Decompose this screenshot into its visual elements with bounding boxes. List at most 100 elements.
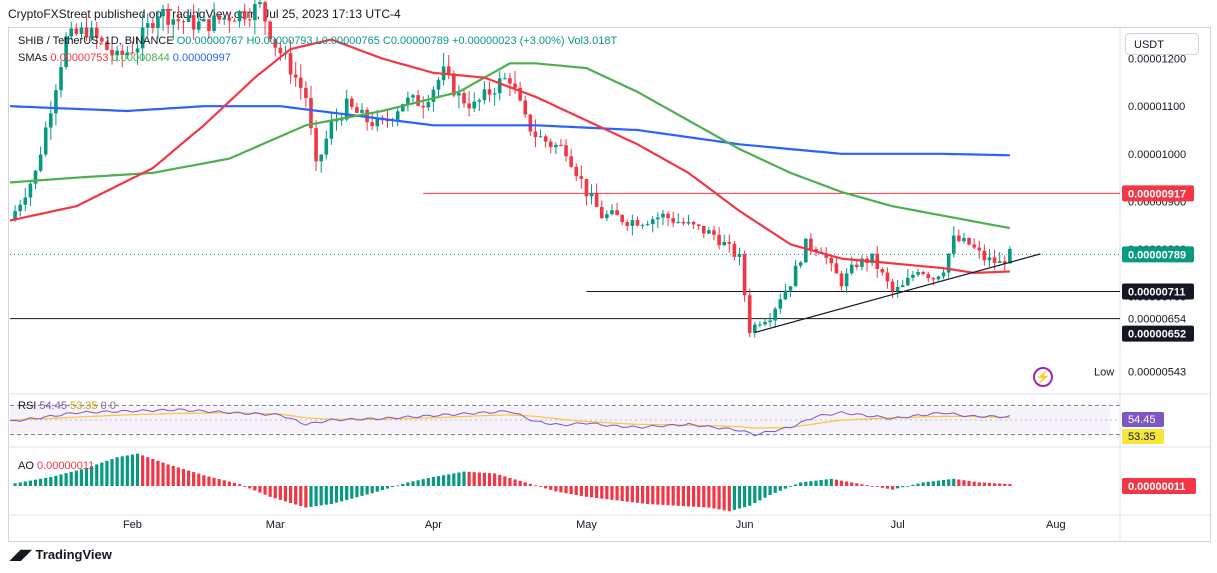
candle-body [446, 66, 451, 74]
ao-bar [304, 486, 308, 508]
ao-label[interactable]: AO [18, 460, 34, 472]
currency-button[interactable]: USDT [1125, 33, 1199, 55]
ao-bar [176, 467, 180, 486]
ao-bar [1003, 483, 1007, 486]
ao-bar [758, 486, 762, 501]
candle-body [997, 261, 1002, 263]
ao-bar [69, 471, 73, 486]
candle-body [253, 4, 257, 21]
candle-body [472, 101, 477, 109]
rsi-value-label: 54.45 [1128, 414, 1156, 426]
candle-body [156, 16, 160, 29]
ao-bar [54, 475, 58, 486]
rsi-ma-value-bg [1122, 429, 1164, 444]
ao-bar [544, 486, 548, 489]
candle-body [298, 77, 303, 88]
sma-legend: SMAs 0.00000753 0.00000844 0.00000997 [18, 52, 231, 64]
candle-body [273, 39, 278, 48]
ao-bar [625, 486, 629, 502]
candle-body [630, 220, 635, 226]
ao-bar [783, 486, 788, 489]
symbol-label[interactable]: SHIB / TetherUS, 1D, BINANCE [18, 35, 174, 47]
ao-bar [579, 486, 583, 496]
candle-body [54, 90, 58, 114]
ao-bar [79, 469, 84, 486]
candle-body [605, 214, 609, 219]
sma-label[interactable]: SMAs [18, 52, 48, 64]
rsi-ma-value-label: 53.35 [1128, 431, 1156, 443]
candle-body [661, 213, 665, 218]
candle-body [538, 136, 543, 138]
candle-body [395, 111, 400, 120]
ao-bar [722, 486, 726, 511]
lightning-icon[interactable]: ⚡ [1033, 367, 1053, 387]
candle-body [416, 95, 420, 106]
ao-bar [870, 486, 874, 487]
ao-bar [620, 486, 624, 501]
rsi-zero-1: 0 [100, 400, 107, 412]
ao-bar [197, 473, 201, 486]
ao-bar [574, 486, 578, 495]
rsi-label[interactable]: RSI [18, 400, 37, 412]
ao-bar [299, 486, 303, 507]
ao-bar [253, 486, 257, 491]
candle-body [191, 15, 196, 30]
candle-body [1002, 261, 1007, 264]
candle-body [992, 257, 997, 263]
ao-bar [686, 486, 691, 507]
candle-body [482, 89, 487, 101]
tradingview-brand[interactable]: ◢◤ TradingView [10, 546, 112, 563]
ao-bar [941, 480, 946, 486]
ao-bar [125, 455, 129, 486]
candle-body [742, 254, 747, 296]
sma100-value: 0.00000844 [111, 52, 170, 64]
candle-body [319, 154, 323, 162]
ao-bar [263, 486, 267, 495]
ao-bar [717, 486, 721, 510]
ao-bar [931, 481, 935, 486]
ao-bar [936, 480, 941, 486]
candle-body [207, 19, 211, 31]
price-label-bg [1122, 283, 1194, 300]
candle-body [1008, 248, 1012, 264]
ao-bar [814, 480, 818, 486]
price-label-bg [1122, 246, 1194, 263]
candle-body [625, 222, 630, 226]
candle-body [513, 83, 517, 88]
candle-body [324, 138, 329, 155]
support-trendline [754, 253, 1041, 334]
ao-bar [442, 475, 446, 486]
candle-body [309, 98, 313, 129]
rsi-zero-2: 0 [109, 400, 116, 412]
candle-body [972, 244, 976, 248]
ao-bar [610, 486, 614, 500]
candle-body [671, 218, 675, 223]
rsi-ma-line [9, 412, 1010, 429]
candle-body [849, 264, 854, 274]
candle-body [355, 107, 359, 113]
ao-bar [605, 486, 609, 500]
ao-bar [742, 486, 747, 508]
ao-bar [569, 486, 573, 495]
ao-bar [987, 482, 992, 486]
ao-bar [294, 486, 298, 505]
candle-body [151, 23, 155, 29]
rsi-value: 54.45 [39, 400, 67, 412]
ao-bar [487, 473, 492, 486]
candle-body [753, 324, 757, 334]
ao-bar [232, 482, 237, 486]
ao-bar [697, 486, 701, 507]
ao-bar [130, 454, 135, 486]
candle-body [691, 221, 696, 225]
ao-bar [972, 481, 976, 486]
ao-bar [850, 482, 854, 486]
candle-body [548, 141, 553, 148]
ao-bar [477, 472, 481, 486]
candle-body [120, 50, 125, 56]
candle-body [788, 286, 793, 291]
candle-body [161, 8, 165, 17]
sma200-line [9, 105, 1010, 157]
rsi-ma-value: 53.35 [70, 400, 98, 412]
candle-body [59, 67, 63, 91]
